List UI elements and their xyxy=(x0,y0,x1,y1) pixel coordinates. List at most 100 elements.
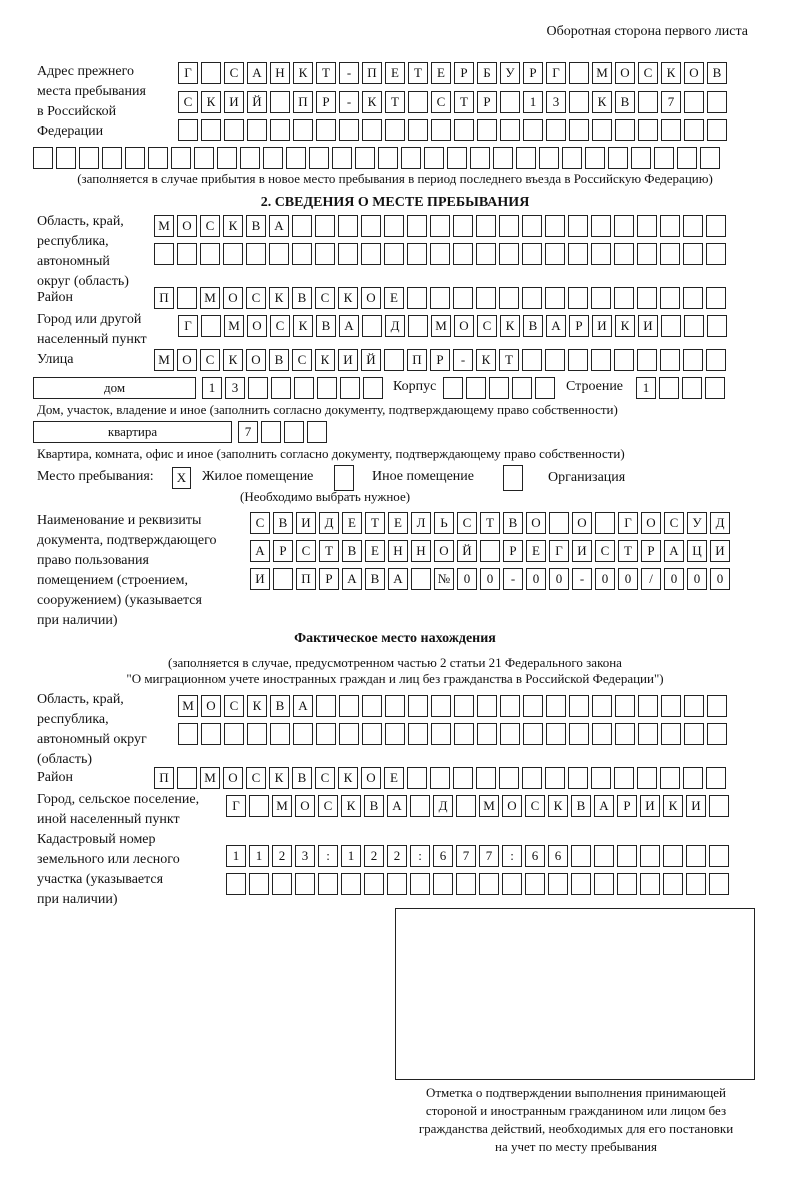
char-cell[interactable] xyxy=(571,873,591,895)
char-cell[interactable]: К xyxy=(548,795,568,817)
char-cell[interactable] xyxy=(568,767,588,789)
char-cell[interactable]: 2 xyxy=(364,845,384,867)
char-cell[interactable] xyxy=(592,695,612,717)
char-cell[interactable]: В xyxy=(270,695,290,717)
char-cell[interactable] xyxy=(637,287,657,309)
char-cell[interactable] xyxy=(470,147,490,169)
char-cell[interactable] xyxy=(595,512,615,534)
char-cell[interactable]: В xyxy=(292,287,312,309)
char-cell[interactable] xyxy=(535,377,555,399)
char-cell[interactable]: В xyxy=(365,568,385,590)
char-cell[interactable] xyxy=(362,723,382,745)
char-cell[interactable]: Г xyxy=(178,62,198,84)
char-cell[interactable] xyxy=(401,147,421,169)
char-cell[interactable]: С xyxy=(292,349,312,371)
char-cell[interactable] xyxy=(477,723,497,745)
char-cell[interactable]: И xyxy=(338,349,358,371)
char-cell[interactable]: А xyxy=(269,215,289,237)
char-cell[interactable] xyxy=(201,119,221,141)
char-cell[interactable]: И xyxy=(224,91,244,113)
char-cell[interactable]: К xyxy=(315,349,335,371)
char-cell[interactable]: К xyxy=(223,215,243,237)
char-cell[interactable] xyxy=(317,377,337,399)
char-cell[interactable] xyxy=(686,845,706,867)
char-cell[interactable] xyxy=(525,873,545,895)
char-cell[interactable]: С xyxy=(224,62,244,84)
char-cell[interactable] xyxy=(477,695,497,717)
char-cell[interactable] xyxy=(476,243,496,265)
char-cell[interactable] xyxy=(615,119,635,141)
char-cell[interactable] xyxy=(339,695,359,717)
char-cell[interactable] xyxy=(407,215,427,237)
char-cell[interactable]: К xyxy=(223,349,243,371)
char-cell[interactable]: К xyxy=(661,62,681,84)
char-cell[interactable]: К xyxy=(500,315,520,337)
char-cell[interactable] xyxy=(332,147,352,169)
char-cell[interactable]: И xyxy=(572,540,592,562)
char-cell[interactable] xyxy=(707,723,727,745)
char-cell[interactable] xyxy=(545,215,565,237)
char-cell[interactable]: Т xyxy=(499,349,519,371)
char-cell[interactable]: - xyxy=(503,568,523,590)
char-cell[interactable] xyxy=(249,873,269,895)
char-cell[interactable] xyxy=(709,873,729,895)
char-cell[interactable]: Д xyxy=(319,512,339,534)
char-cell[interactable]: 0 xyxy=(664,568,684,590)
char-cell[interactable] xyxy=(410,873,430,895)
char-cell[interactable] xyxy=(638,119,658,141)
char-cell[interactable] xyxy=(500,695,520,717)
char-cell[interactable]: 1 xyxy=(249,845,269,867)
char-cell[interactable]: Й xyxy=(361,349,381,371)
char-cell[interactable] xyxy=(178,723,198,745)
char-cell[interactable] xyxy=(315,215,335,237)
char-cell[interactable] xyxy=(270,91,290,113)
char-cell[interactable] xyxy=(431,119,451,141)
char-cell[interactable]: 6 xyxy=(433,845,453,867)
char-cell[interactable] xyxy=(493,147,513,169)
char-cell[interactable] xyxy=(709,845,729,867)
char-cell[interactable]: - xyxy=(572,568,592,590)
char-cell[interactable]: Е xyxy=(526,540,546,562)
char-cell[interactable]: О xyxy=(361,767,381,789)
char-cell[interactable] xyxy=(273,568,293,590)
char-cell[interactable] xyxy=(585,147,605,169)
char-cell[interactable]: Г xyxy=(178,315,198,337)
char-cell[interactable]: А xyxy=(339,315,359,337)
char-cell[interactable] xyxy=(617,845,637,867)
char-cell[interactable]: С xyxy=(246,767,266,789)
option-residential-checkbox[interactable]: X xyxy=(172,467,191,489)
char-cell[interactable] xyxy=(512,377,532,399)
char-cell[interactable]: Н xyxy=(388,540,408,562)
char-cell[interactable]: Б xyxy=(477,62,497,84)
char-cell[interactable]: А xyxy=(388,568,408,590)
char-cell[interactable]: 0 xyxy=(549,568,569,590)
char-cell[interactable] xyxy=(408,723,428,745)
char-cell[interactable] xyxy=(706,287,726,309)
char-cell[interactable]: М xyxy=(154,349,174,371)
char-cell[interactable] xyxy=(316,119,336,141)
char-cell[interactable]: К xyxy=(592,91,612,113)
char-cell[interactable]: М xyxy=(592,62,612,84)
char-cell[interactable]: Л xyxy=(411,512,431,534)
char-cell[interactable] xyxy=(545,767,565,789)
char-cell[interactable]: - xyxy=(339,62,359,84)
char-cell[interactable] xyxy=(271,377,291,399)
char-cell[interactable]: : xyxy=(410,845,430,867)
char-cell[interactable] xyxy=(661,119,681,141)
char-cell[interactable]: Р xyxy=(503,540,523,562)
char-cell[interactable] xyxy=(591,215,611,237)
char-cell[interactable] xyxy=(548,873,568,895)
char-cell[interactable] xyxy=(340,377,360,399)
char-cell[interactable]: 0 xyxy=(526,568,546,590)
char-cell[interactable] xyxy=(663,873,683,895)
char-cell[interactable]: / xyxy=(641,568,661,590)
char-cell[interactable] xyxy=(686,873,706,895)
char-cell[interactable] xyxy=(499,767,519,789)
char-cell[interactable] xyxy=(407,287,427,309)
char-cell[interactable] xyxy=(500,723,520,745)
char-cell[interactable] xyxy=(454,723,474,745)
char-cell[interactable]: П xyxy=(296,568,316,590)
